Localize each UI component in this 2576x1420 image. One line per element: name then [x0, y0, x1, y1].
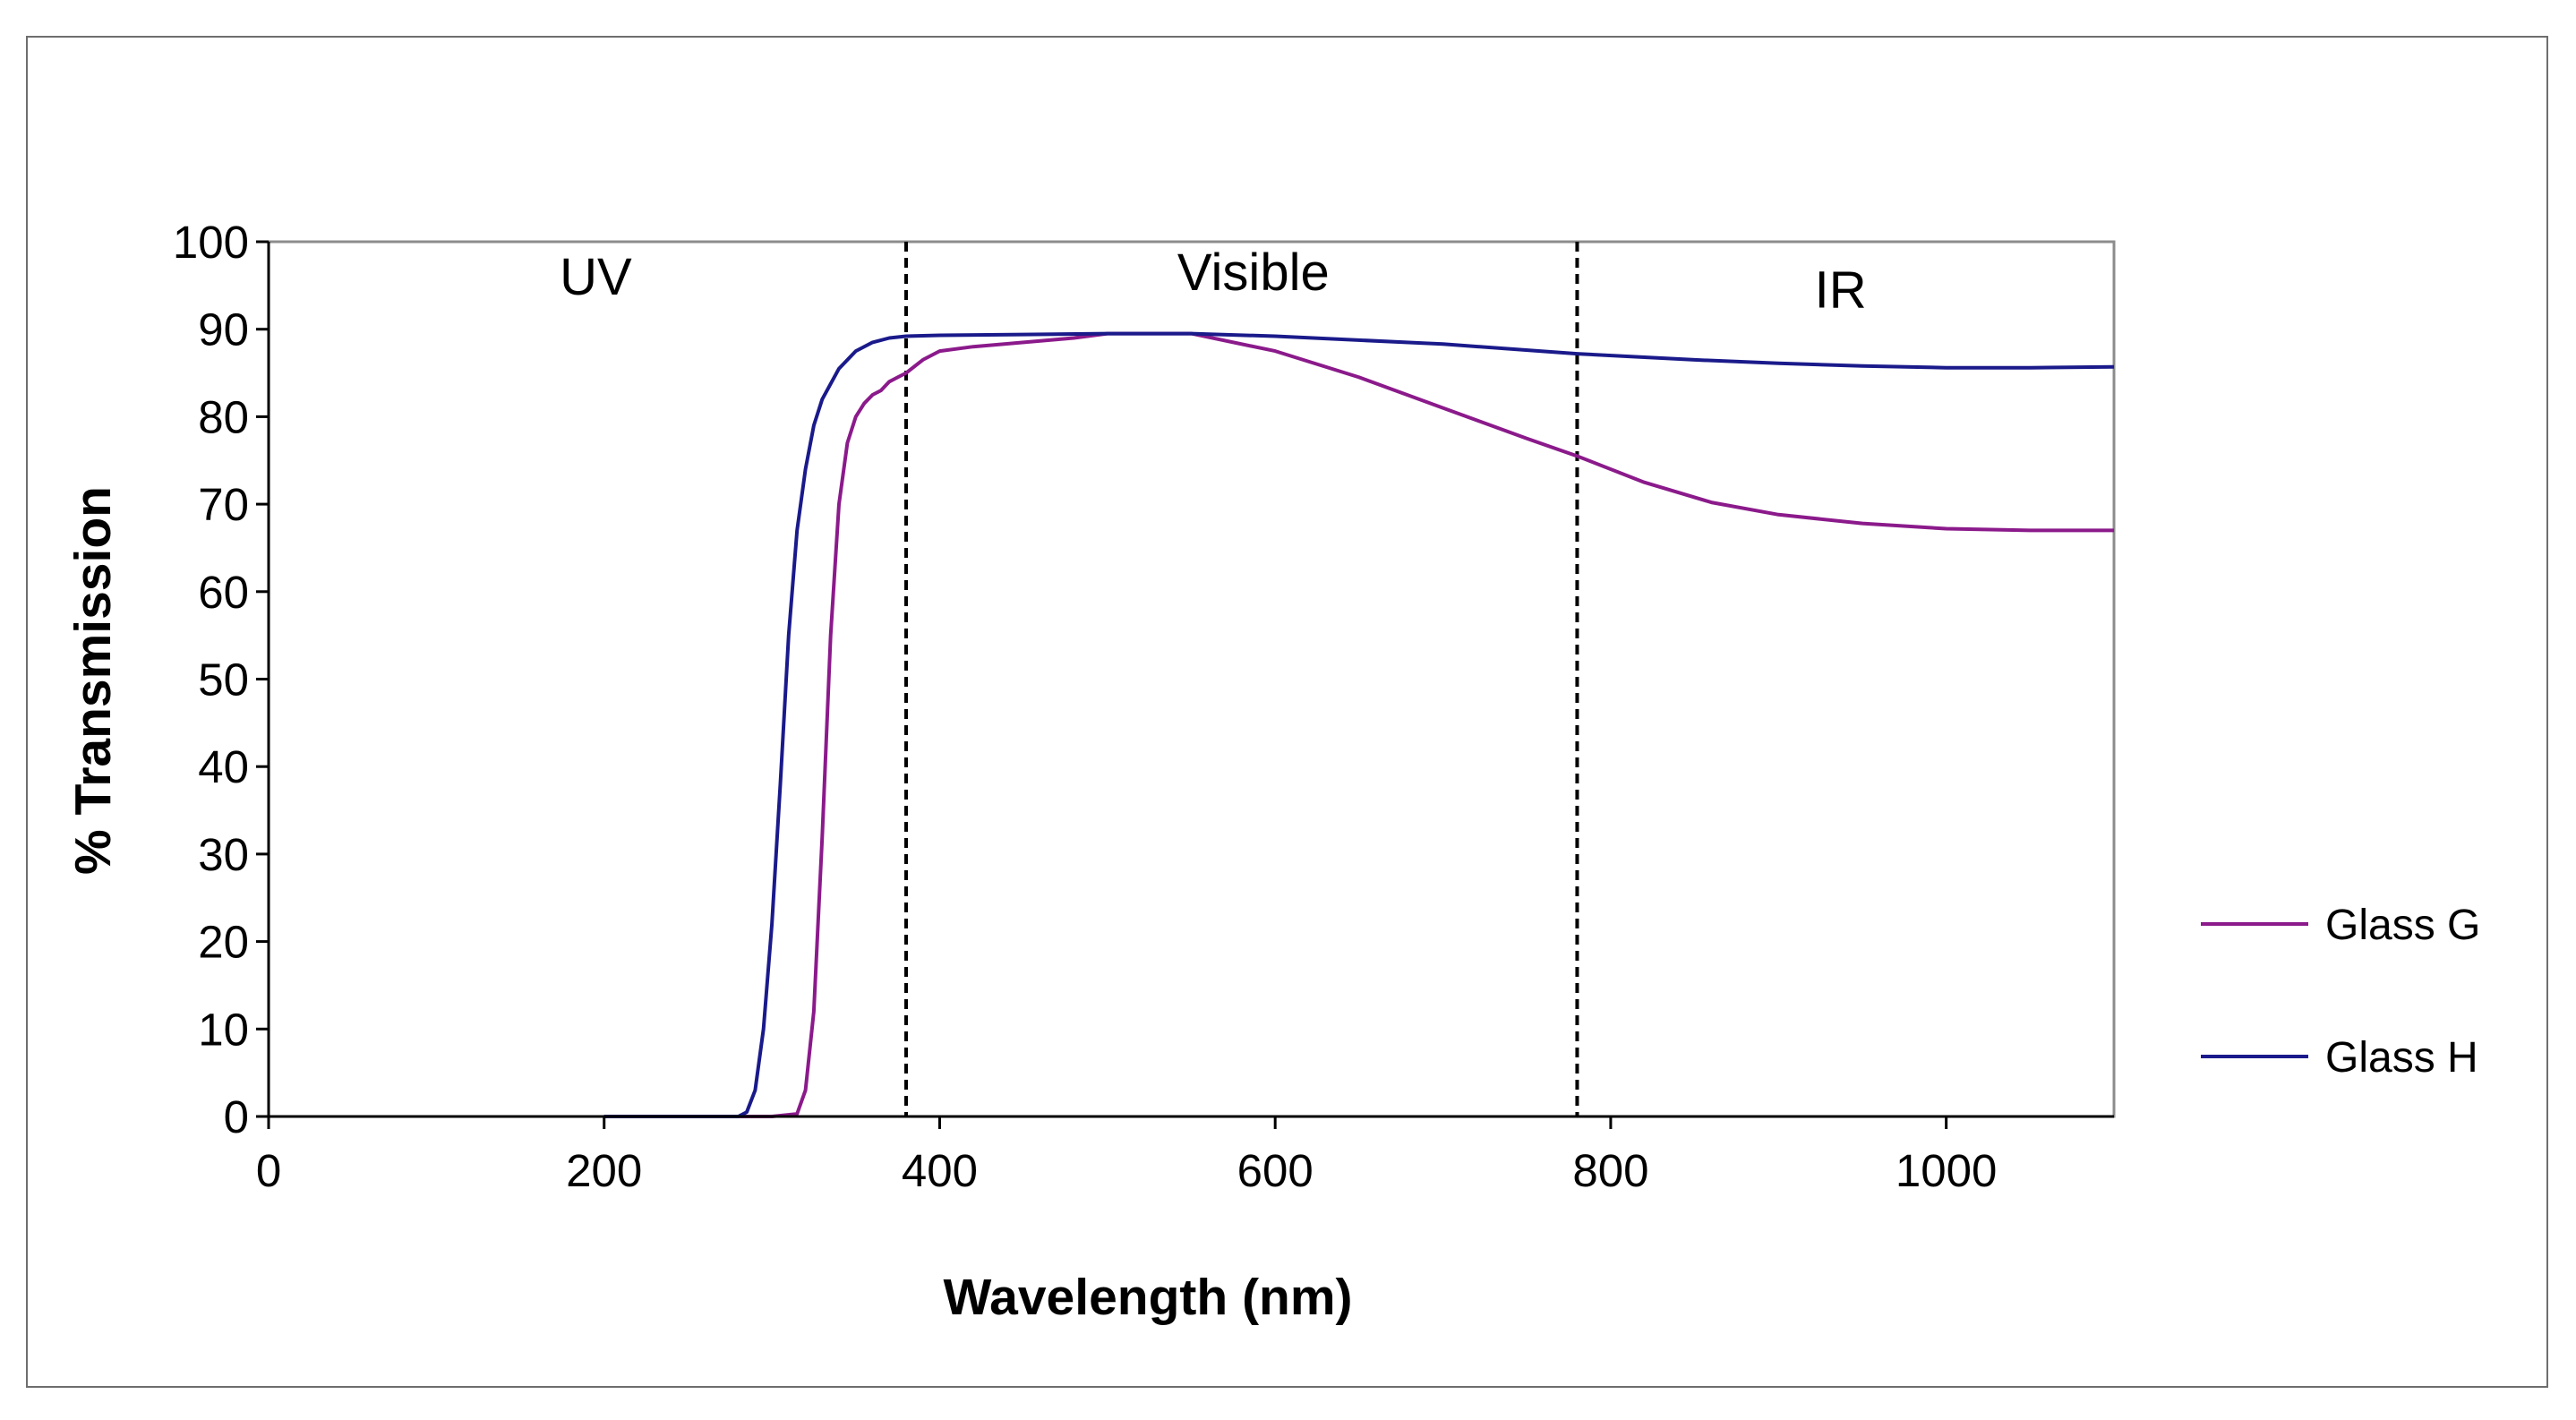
y-tick-label-50: 50 [198, 654, 249, 706]
x-tick-label-200: 200 [566, 1145, 642, 1196]
y-tick-label-70: 70 [198, 479, 249, 530]
y-axis-title: % Transmission [64, 486, 122, 875]
y-tick-label-40: 40 [198, 741, 249, 792]
x-tick-label-0: 0 [256, 1145, 281, 1196]
y-tick-label-30: 30 [198, 829, 249, 880]
series-glass-g [603, 331, 2114, 1118]
legend: Glass G Glass H [2201, 902, 2480, 1082]
x-tick-label-1000: 1000 [1896, 1145, 1997, 1196]
region-label-ir: IR [1815, 261, 1867, 320]
region-label-visible: Visible [1177, 244, 1330, 302]
series-glass-h [603, 331, 2115, 1118]
chart-frame [26, 36, 2548, 1388]
y-tick-label-90: 90 [198, 304, 249, 355]
y-tick-label-80: 80 [198, 391, 249, 442]
y-tick-label-20: 20 [198, 917, 249, 968]
x-axis-title: Wavelength (nm) [943, 1269, 1352, 1326]
y-tick-label-10: 10 [198, 1004, 249, 1055]
y-tick-label-60: 60 [198, 567, 249, 618]
legend-label-glass-g: Glass G [2325, 902, 2480, 949]
x-tick-label-800: 800 [1572, 1145, 1648, 1196]
y-tick-label-0: 0 [224, 1091, 249, 1142]
x-tick-label-400: 400 [902, 1145, 978, 1196]
plot-area [267, 240, 2116, 1118]
x-tick-label-600: 600 [1237, 1145, 1314, 1196]
region-label-uv: UV [560, 248, 632, 306]
legend-label-glass-h: Glass H [2325, 1034, 2478, 1082]
y-tick-label-100: 100 [173, 217, 249, 268]
